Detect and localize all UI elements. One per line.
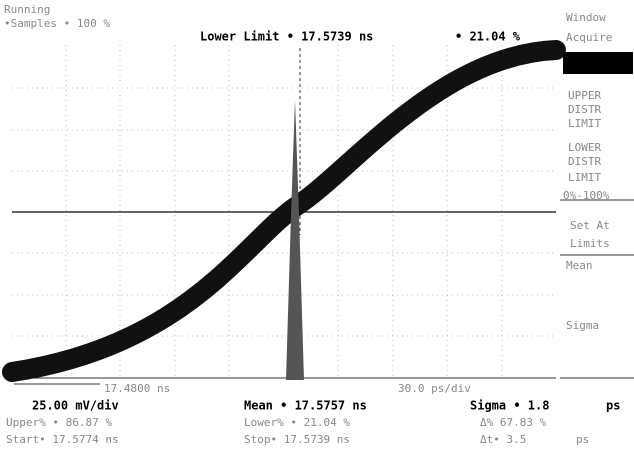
upper: Upper% • 86.87 %	[6, 416, 112, 429]
percent: • 21.04 %	[455, 30, 521, 44]
lower: Lower% • 21.04 %	[244, 416, 350, 429]
limit: Lower Limit • 17.5739 ns	[200, 30, 373, 44]
waveform	[12, 50, 556, 372]
menu-item[interactable]: Acquire	[566, 31, 612, 44]
menu-item[interactable]: LIMIT	[568, 117, 601, 130]
samples: •Samples • 100 %	[4, 17, 110, 30]
menu-item[interactable]: Limits	[570, 237, 610, 250]
menu-item[interactable]: Sigma	[566, 319, 599, 332]
menu-title: Window	[566, 11, 606, 24]
menu-item[interactable]: 0%-100%	[563, 189, 610, 202]
menu-highlight	[563, 52, 633, 74]
menu-item[interactable]: DISTR	[568, 103, 601, 116]
menu-item[interactable]: UPPER	[568, 89, 601, 102]
histogram	[286, 100, 304, 380]
delta-t-unit: ps	[576, 433, 589, 446]
volts: 25.00 mV/div	[32, 399, 119, 413]
delta-t: Δt• 3.5	[480, 433, 526, 446]
sigma-unit: ps	[606, 399, 620, 413]
menu-item[interactable]: LOWER	[568, 141, 601, 154]
menu-item[interactable]: DISTR	[568, 155, 601, 168]
menu-item[interactable]: Set At	[570, 219, 610, 232]
menu-item[interactable]: Mean	[566, 259, 593, 272]
start: Start• 17.5774 ns	[6, 433, 119, 446]
stop: Stop• 17.5739 ns	[244, 433, 350, 446]
status: Running	[4, 3, 50, 16]
menu-item[interactable]: LIMIT	[568, 171, 601, 184]
sigma: Sigma • 1.8	[470, 399, 549, 413]
timebase: 30.0 ps/div	[398, 382, 471, 395]
mean: Mean • 17.5757 ns	[244, 399, 367, 413]
delta-pct: Δ% 67.83 %	[480, 416, 547, 429]
scope-screen: Running •Samples • 100 % Lower Limit • 1…	[0, 0, 634, 459]
position: 17.4800 ns	[104, 382, 170, 395]
